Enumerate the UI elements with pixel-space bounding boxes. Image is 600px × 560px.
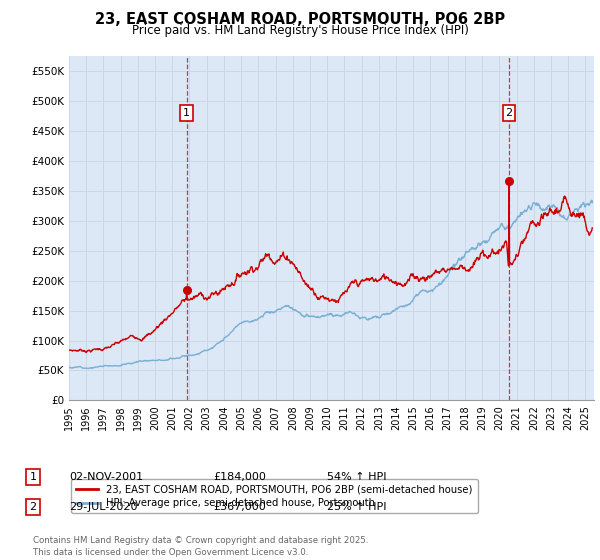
Text: 54% ↑ HPI: 54% ↑ HPI — [327, 472, 386, 482]
Text: 23, EAST COSHAM ROAD, PORTSMOUTH, PO6 2BP: 23, EAST COSHAM ROAD, PORTSMOUTH, PO6 2B… — [95, 12, 505, 27]
Text: 29-JUL-2020: 29-JUL-2020 — [69, 502, 137, 512]
Text: 2: 2 — [29, 502, 37, 512]
Text: £367,000: £367,000 — [213, 502, 266, 512]
Text: 02-NOV-2001: 02-NOV-2001 — [69, 472, 143, 482]
Text: Contains HM Land Registry data © Crown copyright and database right 2025.
This d: Contains HM Land Registry data © Crown c… — [33, 536, 368, 557]
Text: 1: 1 — [183, 108, 190, 118]
Text: 1: 1 — [29, 472, 37, 482]
Text: £184,000: £184,000 — [213, 472, 266, 482]
Text: Price paid vs. HM Land Registry's House Price Index (HPI): Price paid vs. HM Land Registry's House … — [131, 24, 469, 36]
Text: 25% ↑ HPI: 25% ↑ HPI — [327, 502, 386, 512]
Text: 2: 2 — [506, 108, 513, 118]
Legend: 23, EAST COSHAM ROAD, PORTSMOUTH, PO6 2BP (semi-detached house), HPI: Average pr: 23, EAST COSHAM ROAD, PORTSMOUTH, PO6 2B… — [71, 479, 478, 514]
